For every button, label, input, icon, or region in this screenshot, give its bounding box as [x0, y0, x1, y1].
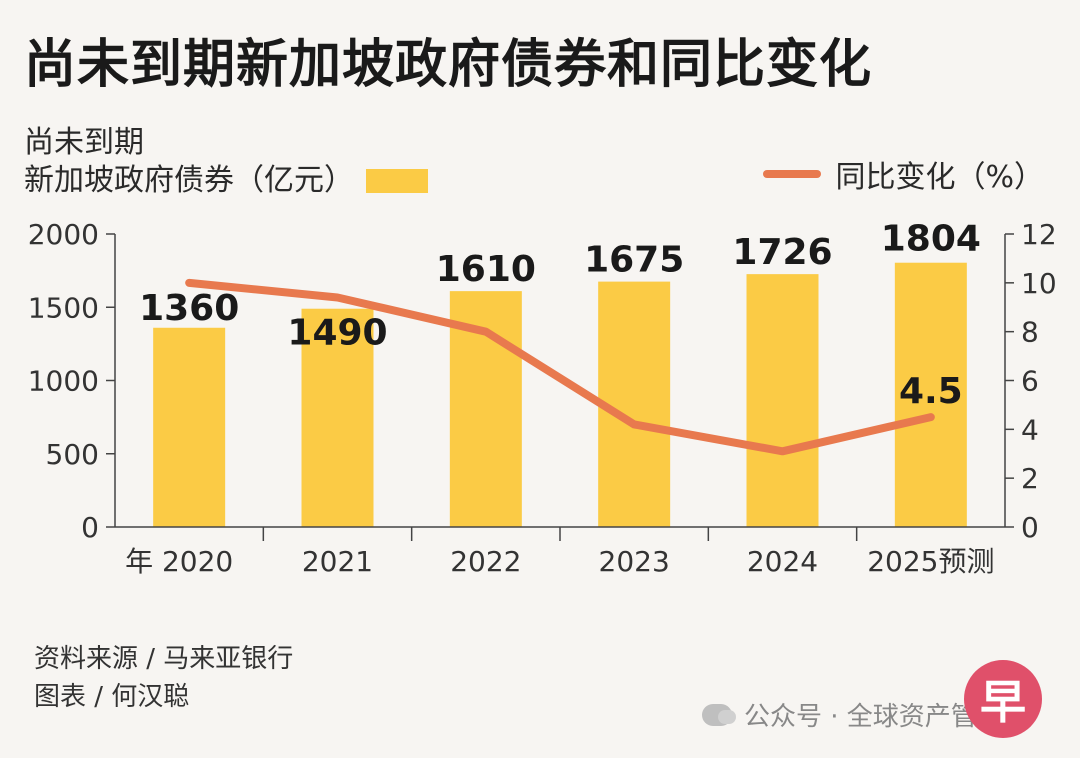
bar-3	[598, 281, 671, 527]
wechat-icon	[702, 703, 736, 726]
watermark: 公众号 · 全球资产管理	[702, 696, 1003, 733]
line-value-label-5: 4.5	[899, 371, 963, 412]
bar-legend-label-line1: 尚未到期	[24, 125, 144, 160]
right-tick-label-4: 4	[1021, 413, 1039, 446]
bar-0	[153, 327, 226, 527]
bar-value-label-0: 1360	[139, 288, 239, 329]
x-category-label-1: 2021	[302, 545, 373, 578]
bar-4	[746, 274, 819, 527]
x-category-label-4: 2024	[747, 545, 818, 578]
bar-legend-label-line2: 新加坡政府债券（亿元）	[24, 163, 354, 198]
credit-line: 图表 / 何汉聪	[34, 682, 190, 712]
bar-value-label-3: 1675	[584, 240, 684, 281]
bar-value-label-5: 1804	[881, 219, 981, 260]
source-line: 资料来源 / 马来亚银行	[34, 644, 294, 674]
x-category-label-0: 年 2020	[125, 545, 233, 578]
right-tick-label-2: 2	[1021, 462, 1039, 495]
x-category-label-2: 2022	[450, 545, 521, 578]
left-tick-label-2000: 2000	[28, 218, 99, 251]
zaobao-logo: 早	[964, 660, 1042, 738]
x-category-label-5: 2025预测	[867, 545, 994, 578]
watermark-text: 公众号 · 全球资产管理	[744, 702, 1003, 732]
right-tick-label-12: 12	[1021, 218, 1057, 251]
line-legend-swatch	[763, 170, 822, 178]
line-legend: 同比变化（%）	[763, 152, 1044, 196]
left-tick-label-0: 0	[81, 511, 99, 544]
bar-value-label-2: 1610	[436, 249, 536, 290]
bar-1	[301, 308, 374, 527]
source-credits: 资料来源 / 马来亚银行 图表 / 何汉聪	[34, 640, 293, 716]
right-tick-label-6: 6	[1021, 365, 1039, 398]
yoy-change-line	[185, 278, 935, 456]
x-category-label-3: 2023	[599, 545, 670, 578]
right-tick-label-10: 10	[1021, 267, 1057, 300]
bar-legend: 尚未到期 新加坡政府债券（亿元）	[24, 124, 428, 200]
left-tick-label-500: 500	[46, 438, 99, 471]
bar-value-label-1: 1490	[287, 313, 387, 354]
line-legend-label: 同比变化（%）	[835, 160, 1044, 195]
chart-title: 尚未到期新加坡政府债券和同比变化	[24, 35, 873, 95]
bar-legend-swatch	[366, 169, 428, 193]
left-tick-label-1500: 1500	[28, 291, 99, 324]
bar-value-label-4: 1726	[732, 232, 832, 273]
right-tick-label-0: 0	[1021, 511, 1039, 544]
bar-5	[894, 262, 967, 527]
left-tick-label-1000: 1000	[28, 365, 99, 398]
right-tick-label-8: 8	[1021, 316, 1039, 349]
